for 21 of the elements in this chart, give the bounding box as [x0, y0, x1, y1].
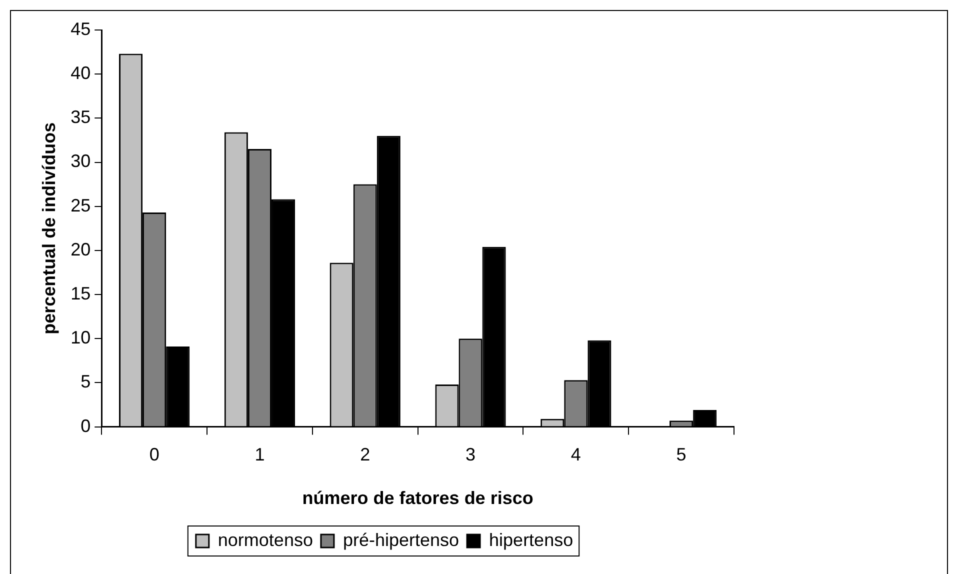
y-tick-label: 35	[70, 107, 91, 128]
y-tick-label: 40	[70, 63, 91, 84]
y-tick-label: 0	[80, 416, 91, 436]
y-tick-label: 10	[70, 328, 91, 348]
y-tick-label: 15	[70, 284, 91, 304]
x-tick-label: 0	[149, 444, 160, 465]
y-tick-label: 5	[80, 372, 91, 392]
x-tick-label: 2	[360, 444, 370, 465]
x-tick-label: 5	[676, 444, 686, 465]
y-tick-label: 45	[70, 18, 91, 39]
x-tick-label: 3	[466, 444, 476, 465]
x-tick-label: 1	[254, 444, 265, 465]
y-axis-title: percentual de indivíduos	[38, 122, 59, 334]
legend-label: normotenso	[218, 530, 313, 550]
y-tick-label: 20	[70, 239, 91, 260]
x-tick-label: 4	[570, 444, 581, 465]
y-tick-label: 30	[70, 151, 91, 172]
legend-label: pré-hipertenso	[342, 530, 460, 550]
y-tick-label: 25	[70, 195, 91, 216]
legend-label: hipertenso	[489, 530, 574, 550]
x-axis-title: número de fatores de risco	[302, 488, 534, 508]
